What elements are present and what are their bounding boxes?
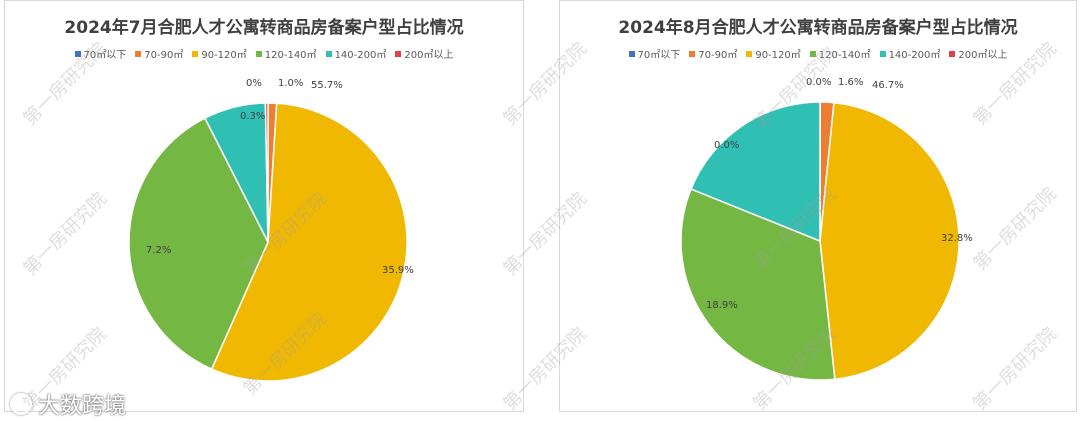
legend-label: 90-120㎡: [755, 50, 801, 61]
legend-swatch: [689, 50, 696, 57]
legend: 70㎡以下 70-90㎡ 90-120㎡ 120-140㎡ 140-200㎡ 200㎡以上: [560, 46, 1076, 61]
data-label: 0.0%: [806, 77, 831, 88]
legend-item: 200㎡以上: [395, 46, 453, 61]
legend-item: 70㎡以下: [74, 46, 127, 61]
legend-item: 90-120㎡: [192, 46, 247, 61]
legend-swatch: [135, 50, 142, 57]
legend-swatch: [809, 50, 816, 57]
legend-swatch: [949, 50, 956, 57]
data-label: 55.7%: [311, 80, 343, 91]
data-label: 0.3%: [240, 111, 265, 122]
legend-swatch: [325, 50, 332, 57]
data-label: 0.0%: [714, 140, 739, 151]
data-label: 35.9%: [382, 265, 414, 276]
legend-swatch: [879, 50, 886, 57]
data-label: 32.8%: [941, 233, 973, 244]
chart-title: 2024年8月合肥人才公寓转商品房备案户型占比情况: [618, 18, 1018, 38]
legend-label: 140-200㎡: [888, 50, 941, 61]
pie-chart: 0.0% 1.6% 46.7% 32.8% 18.9% 0.0%: [680, 77, 973, 381]
legend-label: 70-90㎡: [698, 50, 738, 61]
legend-item: 90-120㎡: [746, 46, 801, 61]
data-label: 0%: [246, 78, 262, 89]
legend-swatch: [628, 50, 635, 57]
brand-text: 大数跨境: [38, 394, 127, 419]
legend-label: 140-200㎡: [334, 50, 387, 61]
legend-label: 90-120㎡: [201, 50, 247, 61]
data-label: 46.7%: [872, 80, 904, 91]
legend: 70㎡以下 70-90㎡ 90-120㎡ 120-140㎡ 140-200㎡ 200㎡以上: [5, 46, 523, 61]
legend-label: 70-90㎡: [144, 50, 184, 61]
legend-label: 70㎡以下: [83, 50, 127, 61]
legend-swatch: [395, 50, 402, 57]
pie-slice-90-120sqm: [210, 102, 408, 382]
data-label: 1.6%: [838, 77, 863, 88]
pie-chart: 0% 1.0% 55.7% 35.9% 7.2% 0.3%: [128, 78, 414, 382]
legend-item: 70-90㎡: [135, 46, 183, 61]
legend-item: 120-140㎡: [255, 46, 317, 61]
legend-label: 70㎡以下: [637, 50, 681, 61]
legend-item: 140-200㎡: [879, 46, 941, 61]
legend-label: 120-140㎡: [818, 50, 871, 61]
legend-label: 200㎡以上: [958, 50, 1008, 61]
legend-label: 200㎡以上: [404, 50, 454, 61]
pie-slice-120-140sqm: [680, 188, 836, 381]
pie-slice-120-140sqm: [128, 117, 269, 371]
brand-logo: 大数跨境: [10, 388, 126, 420]
chat-bubble-icon: [10, 393, 32, 415]
pie-slice-90-120sqm: [819, 101, 960, 381]
legend-swatch: [746, 50, 753, 57]
pie-slice-140-200sqm: [690, 101, 821, 243]
legend-item: 140-200㎡: [325, 46, 387, 61]
data-label: 1.0%: [278, 78, 303, 89]
chart-panel-august: 2024年8月合肥人才公寓转商品房备案户型占比情况 70㎡以下 70-90㎡ 90-…: [559, 0, 1077, 412]
chart-panel-july: 2024年7月合肥人才公寓转商品房备案户型占比情况 70㎡以下 70-90㎡ 90-…: [4, 0, 524, 412]
legend-item: 120-140㎡: [809, 46, 871, 61]
legend-swatch: [74, 50, 81, 57]
legend-swatch: [192, 50, 199, 57]
data-label: 18.9%: [706, 300, 738, 311]
legend-item: 70㎡以下: [628, 46, 681, 61]
legend-item: 200㎡以上: [949, 46, 1007, 61]
data-label: 7.2%: [146, 245, 171, 256]
chart-title: 2024年7月合肥人才公寓转商品房备案户型占比情况: [64, 18, 464, 38]
pie-slice-200sqm-over: [264, 102, 269, 243]
legend-item: 70-90㎡: [689, 46, 737, 61]
legend-label: 120-140㎡: [264, 50, 317, 61]
legend-swatch: [255, 50, 262, 57]
